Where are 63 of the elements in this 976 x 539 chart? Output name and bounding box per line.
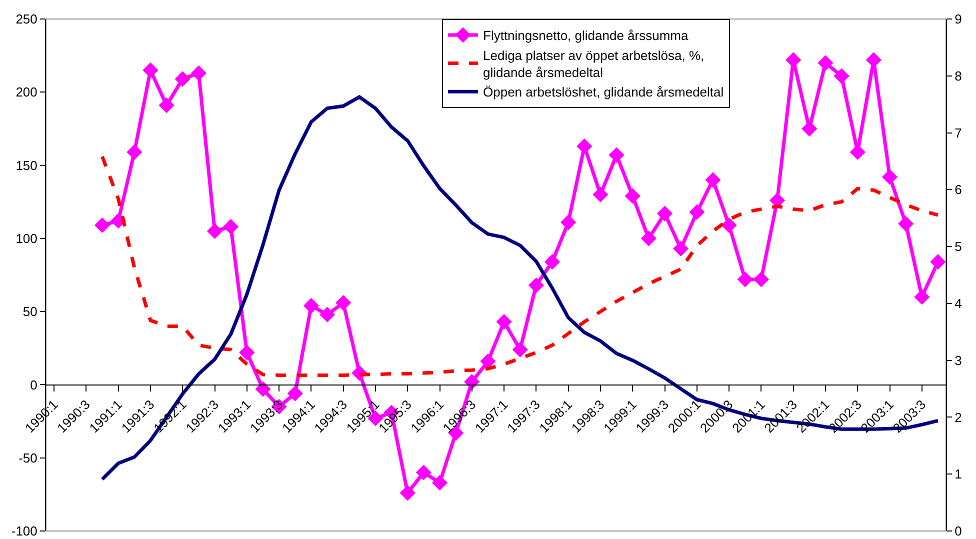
point xyxy=(930,254,946,270)
point xyxy=(432,474,448,491)
point xyxy=(94,217,110,234)
y2-tick-label: 2 xyxy=(954,410,962,425)
point xyxy=(802,120,818,137)
point xyxy=(737,272,753,288)
point xyxy=(721,217,737,234)
y-tick-label: 150 xyxy=(16,158,38,173)
point xyxy=(287,386,303,402)
point xyxy=(319,306,336,322)
legend-label: Flyttningsnetto, glidande årssumma xyxy=(483,28,689,44)
y2-tick-label: 8 xyxy=(954,68,962,84)
y2-tick-label: 3 xyxy=(954,352,962,368)
point xyxy=(834,68,850,84)
point xyxy=(496,314,512,330)
point xyxy=(689,204,705,220)
point xyxy=(673,240,689,256)
y2-tick-label: 9 xyxy=(954,12,962,27)
y-tick-label: -100 xyxy=(11,524,38,539)
point xyxy=(336,294,352,311)
y-tick-label: 200 xyxy=(16,84,38,100)
point xyxy=(174,71,190,87)
point xyxy=(480,354,496,370)
y2-tick-label: 6 xyxy=(954,182,962,198)
point xyxy=(898,216,914,232)
y2-tick-label: 1 xyxy=(954,466,962,482)
point xyxy=(576,138,592,154)
point xyxy=(544,254,560,270)
point xyxy=(158,98,174,114)
point xyxy=(416,464,432,480)
point xyxy=(560,214,576,230)
y-tick-label: 250 xyxy=(16,12,38,27)
point xyxy=(126,144,142,160)
point xyxy=(592,186,608,202)
point xyxy=(640,230,656,246)
y2-tick-label: 0 xyxy=(954,524,962,539)
point xyxy=(705,172,721,188)
point xyxy=(528,277,544,294)
y-tick-label: 100 xyxy=(16,230,38,246)
point xyxy=(142,62,158,78)
point xyxy=(190,65,206,81)
y-tick-label: 0 xyxy=(30,377,38,392)
point xyxy=(223,218,239,235)
point xyxy=(818,55,834,71)
legend-label: Lediga platser av öppet arbetslösa, %, glidande årsmedeltal xyxy=(483,48,704,80)
y2-tick-label: 7 xyxy=(954,125,962,140)
y2-tick-label: 5 xyxy=(954,239,962,254)
point xyxy=(512,342,528,358)
y2-tick-label: 4 xyxy=(954,296,962,311)
point xyxy=(624,188,640,204)
point xyxy=(882,169,898,185)
point xyxy=(400,485,416,501)
point xyxy=(753,272,769,288)
legend-label: Öppen arbetslöshet, glidande årsmedeltal xyxy=(483,84,724,100)
point xyxy=(656,206,673,222)
point xyxy=(303,298,319,314)
y-tick-label: 50 xyxy=(22,304,38,320)
point xyxy=(608,147,624,163)
point xyxy=(914,289,930,305)
y-tick-label: -50 xyxy=(18,450,38,466)
point xyxy=(255,381,271,397)
point xyxy=(239,344,255,360)
point xyxy=(206,223,223,239)
